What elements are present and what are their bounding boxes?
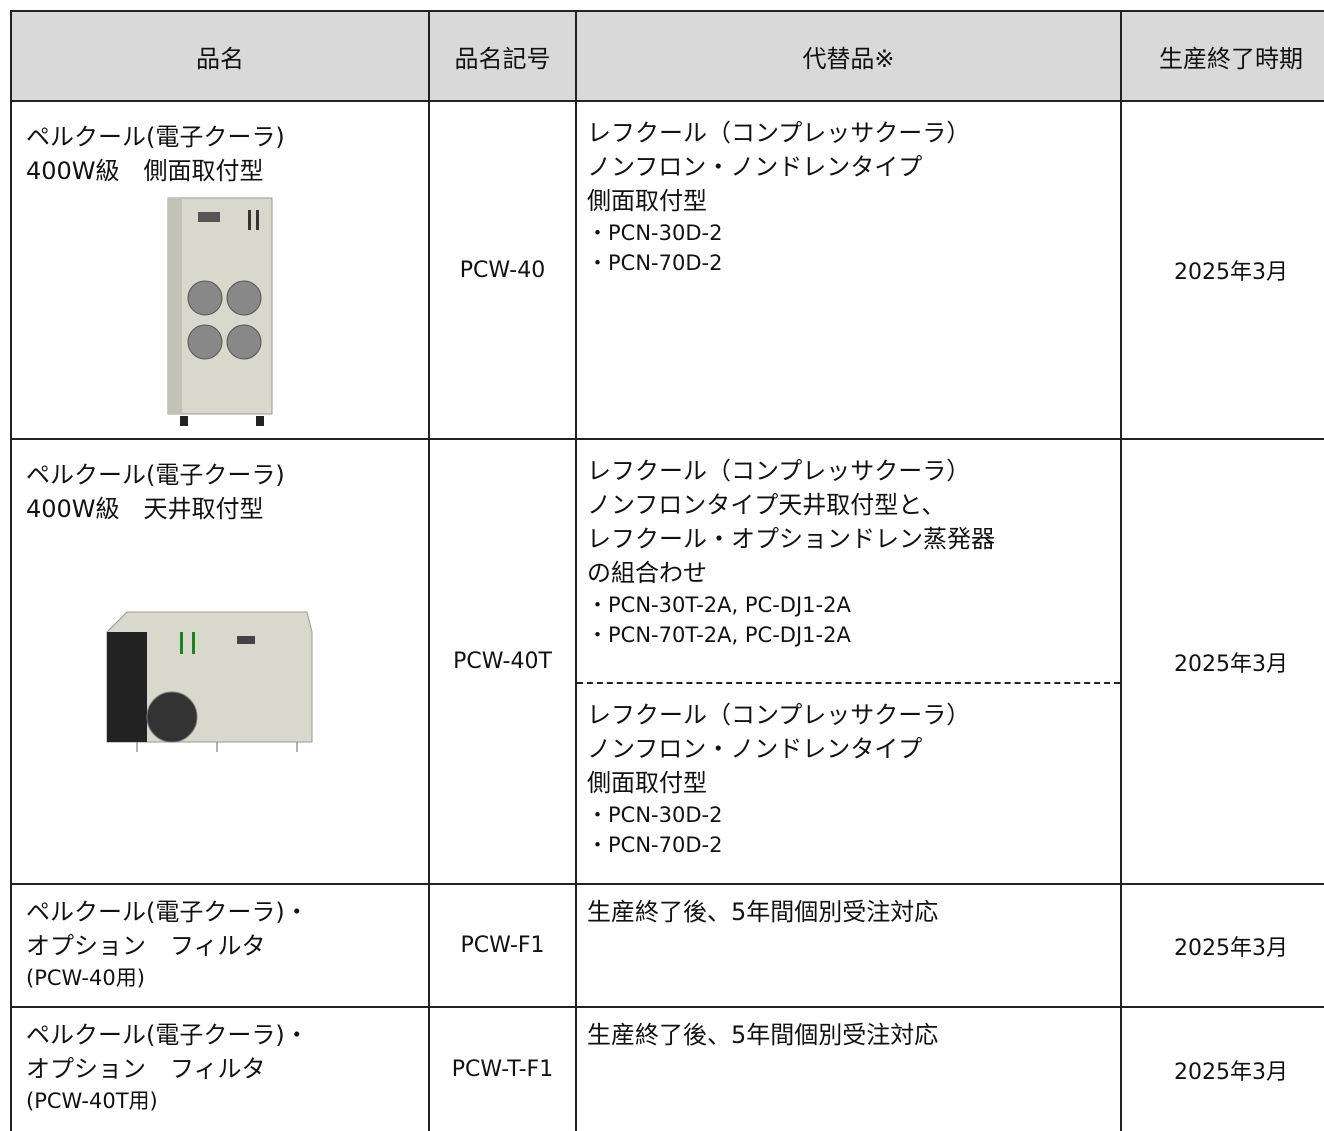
alt-line: ノンフロン・ノンドレンタイプ [587,153,923,181]
alt-block: 生産終了後、5年間個別受注対応 [577,885,1120,939]
header-cell: 代替品※ [575,10,1122,102]
alt-line: レフクール（コンプレッサクーラ） [587,701,971,729]
alt-block: レフクール（コンプレッサクーラ） ノンフロン・ノンドレンタイプ 側面取付型 ・P… [577,102,1120,288]
alt-block: 生産終了後、5年間個別受注対応 [577,1008,1120,1062]
alt-cell: 生産終了後、5年間個別受注対応 [575,1006,1122,1131]
name-line: ペルクール(電子クーラ)・ [26,1021,309,1049]
end-cell: 2025年3月 [1120,1006,1324,1131]
name-cell: ペルクール(電子クーラ) 400W級 側面取付型 [10,100,430,440]
row: ペルクール(電子クーラ) 400W級 天井取付型 PCW-40T レフクール（コ… [10,438,1324,885]
header-cell: 生産終了時期 [1120,10,1324,102]
alt-line: レフクール（コンプレッサクーラ） [587,457,971,485]
alt-block: レフクール（コンプレッサクーラ） ノンフロン・ノンドレンタイプ 側面取付型 ・P… [577,682,1120,870]
header-cell: 品名 [10,10,430,102]
product-image [12,194,428,434]
row: ペルクール(電子クーラ) 400W級 側面取付型 PCW-40 レフクール（コン… [10,100,1324,440]
alt-line: 生産終了後、5年間個別受注対応 [587,1021,939,1049]
name-cell: ペルクール(電子クーラ) 400W級 天井取付型 [10,438,430,885]
alt-cell: レフクール（コンプレッサクーラ） ノンフロンタイプ天井取付型と、 レフクール・オ… [575,438,1122,885]
product-image [0,602,428,772]
header-cell: 品名記号 [428,10,577,102]
end-cell: 2025年3月 [1120,883,1324,1008]
alt-line: レフクール・オプションドレン蒸発器 [587,525,995,553]
header-row: 品名 品名記号 代替品※ 生産終了時期 [10,10,1324,102]
name-line: ペルクール(電子クーラ) [26,123,285,151]
cooler-side-image [167,197,273,426]
code-cell: PCW-40T [428,438,577,885]
table: 品名 品名記号 代替品※ 生産終了時期 ペルクール(電子クーラ) 400W級 側… [10,10,1324,1131]
code-cell: PCW-T-F1 [428,1006,577,1131]
cooler-top-image [106,611,313,752]
name-cell: ペルクール(電子クーラ)・ オプション フィルタ (PCW-40T用) [10,1006,430,1131]
page: 品名 品名記号 代替品※ 生産終了時期 ペルクール(電子クーラ) 400W級 側… [10,10,1324,1131]
alt-line: レフクール（コンプレッサクーラ） [587,119,971,147]
alt-line: ・PCN-30T-2A, PC-DJ1-2A [587,593,851,617]
end-cell: 2025年3月 [1120,438,1324,885]
alt-line: ・PCN-30D-2 [587,803,723,827]
alt-line: ・PCN-70D-2 [587,251,723,275]
alt-block: レフクール（コンプレッサクーラ） ノンフロンタイプ天井取付型と、 レフクール・オ… [577,440,1120,682]
name-line: ペルクール(電子クーラ)・ [26,898,309,926]
alt-line: ノンフロン・ノンドレンタイプ [587,735,923,763]
name-line: オプション フィルタ [26,932,266,960]
name-line: ペルクール(電子クーラ) [26,461,285,489]
alt-line: 側面取付型 [587,769,707,797]
alt-line: ・PCN-30D-2 [587,221,723,245]
name-line: オプション フィルタ [26,1055,266,1083]
alt-line: ・PCN-70T-2A, PC-DJ1-2A [587,623,851,647]
name-line: 400W級 天井取付型 [26,495,264,523]
row: ペルクール(電子クーラ)・ オプション フィルタ (PCW-40T用) PCW-… [10,1006,1324,1131]
code-cell: PCW-40 [428,100,577,440]
name-line: (PCW-40用) [26,966,145,990]
name-cell: ペルクール(電子クーラ)・ オプション フィルタ (PCW-40用) [10,883,430,1008]
code-cell: PCW-F1 [428,883,577,1008]
end-cell: 2025年3月 [1120,100,1324,440]
alt-cell: レフクール（コンプレッサクーラ） ノンフロン・ノンドレンタイプ 側面取付型 ・P… [575,100,1122,440]
name-line: (PCW-40T用) [26,1089,158,1113]
alt-line: の組合わせ [587,559,707,587]
alt-cell: 生産終了後、5年間個別受注対応 [575,883,1122,1008]
row: ペルクール(電子クーラ)・ オプション フィルタ (PCW-40用) PCW-F… [10,883,1324,1008]
alt-line: ・PCN-70D-2 [587,833,723,857]
alt-line: 生産終了後、5年間個別受注対応 [587,898,939,926]
name-line: 400W級 側面取付型 [26,157,264,185]
alt-line: 側面取付型 [587,187,707,215]
alt-line: ノンフロンタイプ天井取付型と、 [587,491,946,519]
